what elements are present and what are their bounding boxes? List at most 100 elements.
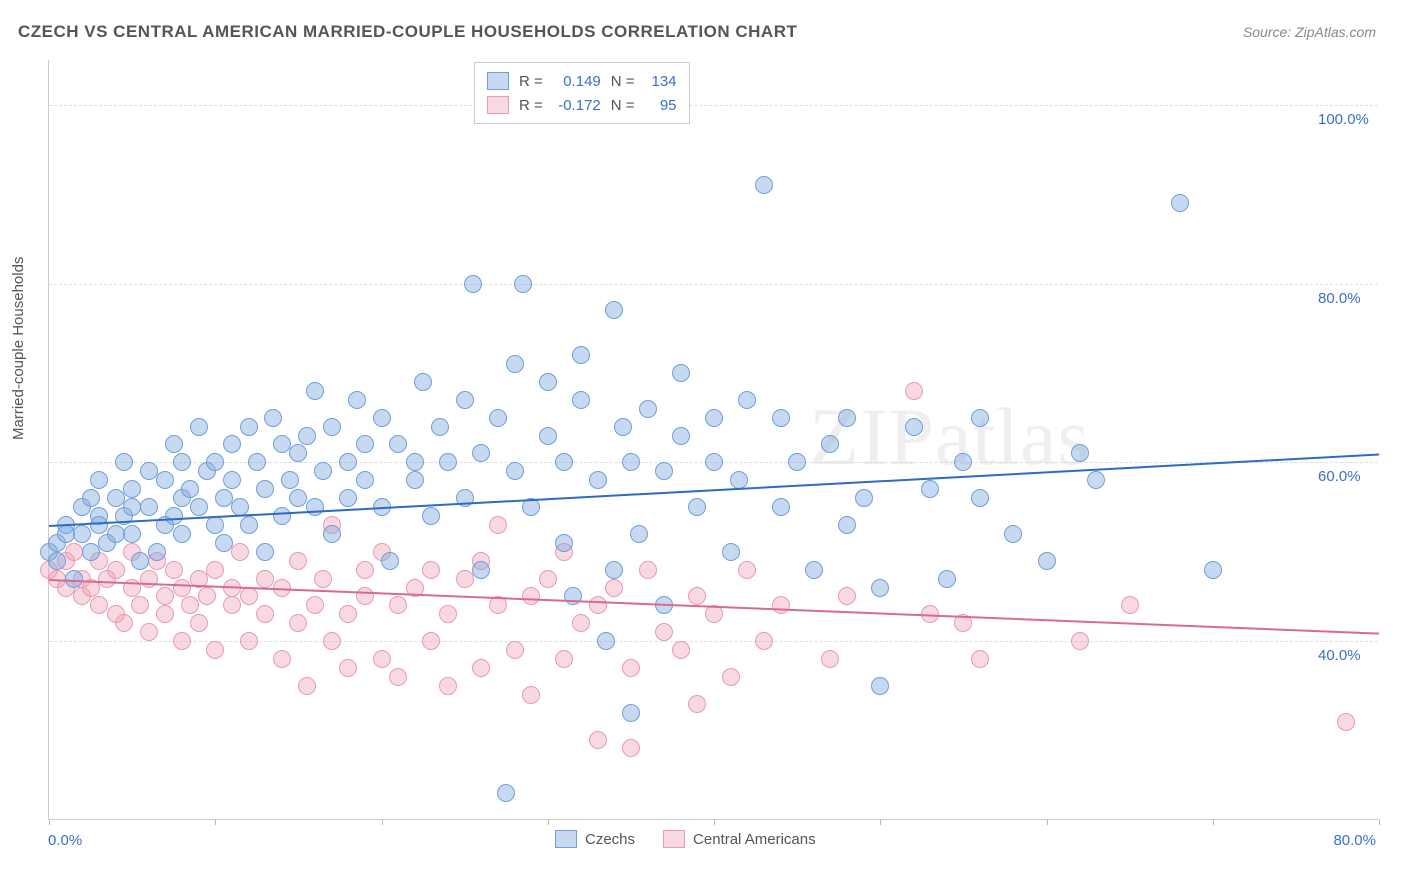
scatter-point (131, 552, 149, 570)
scatter-point (971, 409, 989, 427)
scatter-point (82, 489, 100, 507)
scatter-point (306, 498, 324, 516)
scatter-point (672, 364, 690, 382)
scatter-point (206, 516, 224, 534)
scatter-point (165, 435, 183, 453)
swatch-series2 (487, 96, 509, 114)
x-tick (1213, 819, 1214, 825)
scatter-point (838, 409, 856, 427)
scatter-point (938, 570, 956, 588)
scatter-point (107, 561, 125, 579)
n-label: N = (611, 73, 635, 90)
n-value: 95 (645, 97, 677, 114)
r-value: -0.172 (553, 97, 601, 114)
scatter-point (181, 480, 199, 498)
scatter-point (539, 427, 557, 445)
scatter-point (156, 587, 174, 605)
watermark: ZIPatlas (809, 390, 1090, 484)
scatter-point (489, 409, 507, 427)
scatter-point (306, 382, 324, 400)
x-tick (548, 819, 549, 825)
scatter-point (1204, 561, 1222, 579)
scatter-point (389, 596, 407, 614)
scatter-point (688, 587, 706, 605)
scatter-point (381, 552, 399, 570)
scatter-point (838, 516, 856, 534)
n-label: N = (611, 97, 635, 114)
stats-legend: R = 0.149 N = 134 R = -0.172 N = 95 (474, 62, 690, 124)
scatter-point (1071, 632, 1089, 650)
scatter-point (705, 409, 723, 427)
scatter-point (256, 543, 274, 561)
scatter-point (356, 435, 374, 453)
scatter-point (514, 275, 532, 293)
scatter-point (954, 453, 972, 471)
x-tick (1047, 819, 1048, 825)
scatter-point (905, 382, 923, 400)
scatter-point (156, 605, 174, 623)
scatter-point (206, 561, 224, 579)
scatter-point (506, 462, 524, 480)
scatter-point (389, 668, 407, 686)
scatter-point (264, 409, 282, 427)
scatter-point (1038, 552, 1056, 570)
scatter-point (672, 641, 690, 659)
gridline (49, 105, 1378, 106)
scatter-point (289, 444, 307, 462)
scatter-point (622, 659, 640, 677)
scatter-point (506, 641, 524, 659)
scatter-point (772, 498, 790, 516)
scatter-point (439, 453, 457, 471)
scatter-point (306, 596, 324, 614)
scatter-point (472, 444, 490, 462)
scatter-point (572, 346, 590, 364)
scatter-point (855, 489, 873, 507)
scatter-point (439, 677, 457, 695)
scatter-point (589, 731, 607, 749)
scatter-point (289, 614, 307, 632)
legend-label: Central Americans (693, 831, 816, 848)
scatter-point (240, 632, 258, 650)
trendline (49, 579, 1379, 635)
scatter-point (206, 453, 224, 471)
scatter-point (572, 391, 590, 409)
scatter-point (356, 471, 374, 489)
scatter-point (672, 427, 690, 445)
chart-title: CZECH VS CENTRAL AMERICAN MARRIED-COUPLE… (18, 22, 797, 42)
scatter-point (539, 570, 557, 588)
scatter-point (215, 534, 233, 552)
scatter-point (772, 409, 790, 427)
scatter-point (472, 659, 490, 677)
x-tick (1379, 819, 1380, 825)
scatter-point (489, 516, 507, 534)
scatter-point (356, 587, 374, 605)
scatter-point (206, 641, 224, 659)
scatter-point (688, 695, 706, 713)
scatter-point (123, 480, 141, 498)
scatter-point (821, 650, 839, 668)
scatter-point (348, 391, 366, 409)
scatter-point (57, 525, 75, 543)
scatter-point (722, 543, 740, 561)
scatter-point (838, 587, 856, 605)
scatter-point (522, 686, 540, 704)
swatch-series2 (663, 830, 685, 848)
scatter-point (605, 561, 623, 579)
x-tick (880, 819, 881, 825)
source-label: Source: ZipAtlas.com (1243, 24, 1376, 40)
scatter-point (298, 677, 316, 695)
scatter-point (688, 498, 706, 516)
scatter-point (107, 525, 125, 543)
scatter-point (555, 534, 573, 552)
legend-item-1: Czechs (555, 830, 635, 848)
scatter-point (223, 596, 241, 614)
scatter-point (256, 605, 274, 623)
n-value: 134 (645, 73, 677, 90)
scatter-point (921, 480, 939, 498)
scatter-point (630, 525, 648, 543)
scatter-point (273, 650, 291, 668)
scatter-point (298, 427, 316, 445)
scatter-point (597, 632, 615, 650)
swatch-series1 (555, 830, 577, 848)
scatter-point (248, 453, 266, 471)
